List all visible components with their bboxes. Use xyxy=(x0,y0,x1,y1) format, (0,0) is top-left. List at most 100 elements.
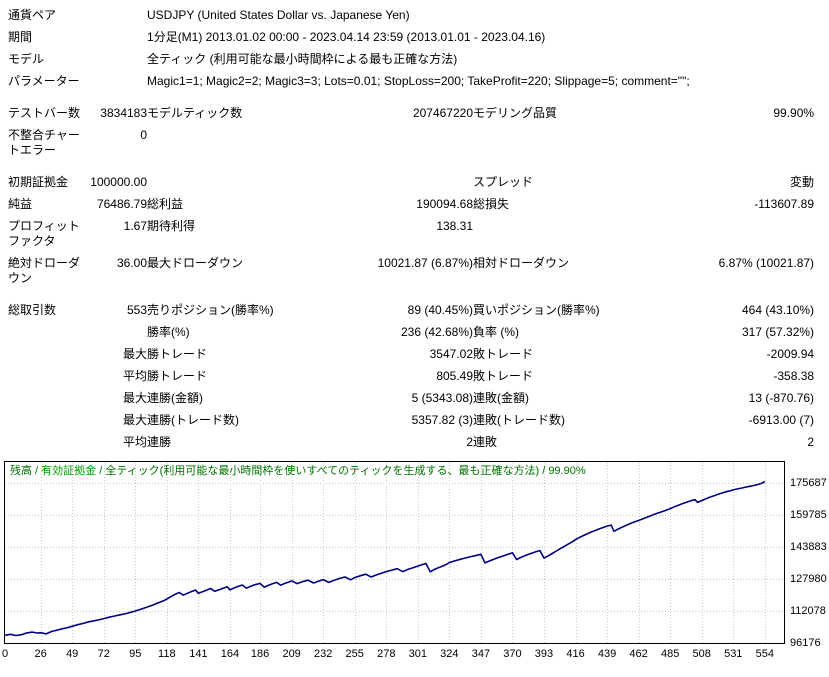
stat-label xyxy=(473,124,654,161)
stat-value: -6913.00 (7) xyxy=(748,413,815,427)
stat-label: 勝率(%) xyxy=(147,325,190,339)
stat-label: 買いポジション(勝率%) xyxy=(473,303,600,317)
report-head-row: モデル 全ティック (利用可能な最小時間枠による最も正確な方法) xyxy=(8,48,814,70)
stat-value: 5 (5343.08) xyxy=(411,391,474,405)
stat-label: 純益 xyxy=(8,197,33,211)
stat-label xyxy=(473,215,654,252)
stat-value: Magic1=1; Magic2=2; Magic3=3; Lots=0.01;… xyxy=(147,74,690,88)
report-stat-row: プロフィットファクタ 1.67 期待利得 138.31 xyxy=(8,215,814,252)
caption-separator: / xyxy=(96,465,106,477)
stat-label: 期間 xyxy=(8,30,33,44)
report-stat-row: 勝率(%) 236 (42.68%) 負率 (%) 317 (57.32%) xyxy=(8,321,814,343)
stat-value: USDJPY (United States Dollar vs. Japanes… xyxy=(147,8,410,22)
stat-value xyxy=(82,321,147,343)
stat-label xyxy=(147,161,307,193)
x-axis-label: 393 xyxy=(534,648,554,660)
stat-label: 連敗(金額) xyxy=(473,391,530,405)
stat-label: 期待利得 xyxy=(147,219,196,233)
stat-value: 最大 xyxy=(123,347,148,361)
stat-label: モデル xyxy=(8,52,45,66)
report-stat-row: 純益 76486.79 総利益 190094.68 総損失 -113607.89 xyxy=(8,193,814,215)
stat-value: -358.38 xyxy=(773,369,815,383)
chart-caption: 残高 / 有効証拠金 / 全ティック(利用可能な最小時間枠を使いすべてのティック… xyxy=(10,465,586,477)
stat-value: 36.00 xyxy=(116,256,148,270)
stat-label: 初期証拠金 xyxy=(8,175,69,189)
caption-separator: / xyxy=(539,465,549,477)
stat-value: 805.49 xyxy=(436,369,474,383)
stat-value: 最大 xyxy=(123,413,148,427)
x-axis-label: 462 xyxy=(629,648,648,660)
x-axis-label: 508 xyxy=(692,648,711,660)
x-axis-label: 232 xyxy=(313,648,333,660)
stat-label: 総取引数 xyxy=(8,303,57,317)
report-stat-row: 初期証拠金 100000.00 スプレッド 変動 xyxy=(8,161,814,193)
stat-label: 不整合チャートエラー xyxy=(8,128,80,157)
y-axis-label: 112078 xyxy=(790,605,826,618)
x-axis-label: 531 xyxy=(724,648,743,660)
x-axis-label: 95 xyxy=(129,648,142,660)
stat-value: 3834183 xyxy=(100,106,148,120)
report-stat-row: 絶対ドローダウン 36.00 最大ドローダウン 10021.87 (6.87%) 相対ド… xyxy=(8,252,814,289)
stat-value xyxy=(654,124,814,161)
stat-value: 3547.02 xyxy=(429,347,474,361)
stat-label: パラメーター xyxy=(8,74,80,88)
y-axis-label: 175687 xyxy=(790,477,827,490)
stat-value: 10021.87 (6.87%) xyxy=(377,256,474,270)
report-head-row: 通貨ペア USDJPY (United States Dollar vs. Jap… xyxy=(8,4,814,26)
report-stat-row: 平均 勝トレード 805.49 敗トレード -358.38 xyxy=(8,365,814,387)
stat-value: 100000.00 xyxy=(90,175,148,189)
stat-label: 勝トレード xyxy=(147,369,208,383)
stat-label: 連勝 xyxy=(147,435,172,449)
stat-label: 総利益 xyxy=(147,197,184,211)
stat-value: 1.67 xyxy=(123,219,148,233)
stat-label: 絶対ドローダウン xyxy=(8,256,81,285)
stat-value: 最大 xyxy=(123,391,148,405)
stat-value: 平均 xyxy=(123,369,148,383)
x-axis-label: 370 xyxy=(503,648,522,660)
report-stat-row: 最大 連勝(金額) 5 (5343.08) 連敗(金額) 13 (-870.76) xyxy=(8,387,814,409)
x-axis-label: 118 xyxy=(158,648,176,660)
stat-label: 敗トレード xyxy=(473,369,534,383)
x-axis-label: 209 xyxy=(282,648,301,660)
x-axis-label: 301 xyxy=(408,648,427,660)
x-axis-label: 141 xyxy=(189,648,208,660)
caption-separator: / xyxy=(32,465,42,477)
caption-model-label: 全ティック(利用可能な最小時間枠を使いすべてのティックを生成する、最も正確な方法… xyxy=(105,465,540,477)
stat-label: 負率 (%) xyxy=(473,325,520,339)
stat-value: 553 xyxy=(126,303,148,317)
x-axis-label: 255 xyxy=(345,648,364,660)
caption-equity-label: 有効証拠金 xyxy=(41,465,97,477)
x-axis-label: 278 xyxy=(377,648,396,660)
stat-label: 総損失 xyxy=(473,197,510,211)
stat-value: 464 (43.10%) xyxy=(742,303,815,317)
stat-label: 連敗(トレード数) xyxy=(473,413,566,427)
x-axis-label: 26 xyxy=(34,648,47,660)
stat-label: 最大ドローダウン xyxy=(147,256,244,270)
stat-value: 99.90% xyxy=(773,106,815,120)
stat-label: モデルティック数 xyxy=(147,106,243,120)
balance-chart-svg xyxy=(4,461,785,644)
stat-label: 敗トレード xyxy=(473,347,534,361)
y-axis-label: 143883 xyxy=(790,541,827,554)
stat-label: 連勝(トレード数) xyxy=(147,413,240,427)
stat-value: 317 (57.32%) xyxy=(742,325,815,339)
stat-label xyxy=(8,343,82,365)
stat-value: 13 (-870.76) xyxy=(748,391,815,405)
stat-value: -113607.89 xyxy=(754,197,815,211)
report-stat-row: 最大 勝トレード 3547.02 敗トレード -2009.94 xyxy=(8,343,814,365)
x-axis-label: 186 xyxy=(250,648,270,660)
stat-value: 6.87% (10021.87) xyxy=(718,256,815,270)
report-head-row: 期間 1分足(M1) 2013.01.02 00:00 - 2023.04.14 … xyxy=(8,26,814,48)
stat-value: 207467220 xyxy=(412,106,474,120)
stat-label: プロフィットファクタ xyxy=(8,219,80,248)
stat-value: 76486.79 xyxy=(96,197,148,211)
stat-value: 2 xyxy=(807,435,815,449)
x-axis-label: 416 xyxy=(566,648,585,660)
stat-value xyxy=(654,215,814,252)
stat-value: -2009.94 xyxy=(766,347,815,361)
stat-value: 236 (42.68%) xyxy=(400,325,474,339)
stat-value xyxy=(307,161,473,193)
stat-label xyxy=(8,409,82,431)
stat-label: モデリング品質 xyxy=(473,106,558,120)
report-table: 通貨ペア USDJPY (United States Dollar vs. Jap… xyxy=(8,4,814,453)
